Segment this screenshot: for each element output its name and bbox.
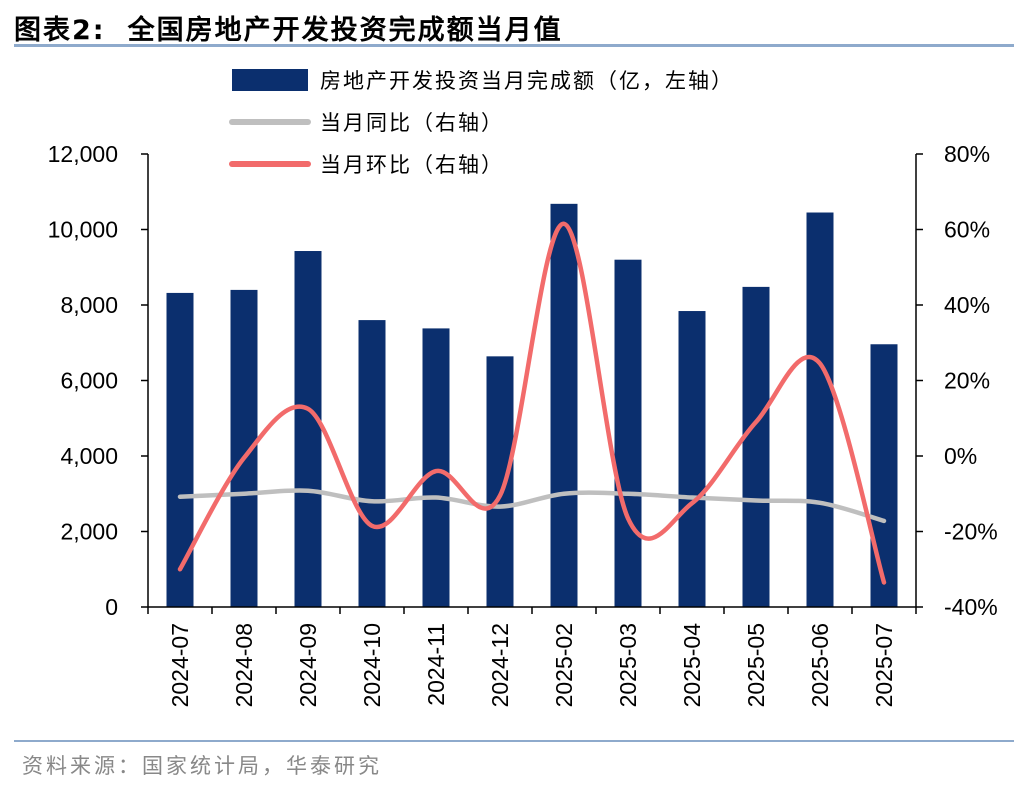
right-tick-label: 40% <box>944 292 990 318</box>
bar-2025-07 <box>870 344 898 607</box>
bar-2024-09 <box>294 251 322 607</box>
bar-2025-02 <box>550 203 578 607</box>
bar-2024-10 <box>358 320 386 607</box>
figure-title: 图表2: 全国房地产开发投资完成额当月值 <box>14 8 563 47</box>
x-tick-label: 2024-08 <box>231 623 257 707</box>
left-tick-label: 12,000 <box>48 141 118 167</box>
x-tick-label: 2024-07 <box>167 623 193 707</box>
right-tick-label: 0% <box>944 443 977 469</box>
legend-label: 当月同比（右轴） <box>320 111 504 135</box>
legend-swatch-bar <box>232 69 308 91</box>
right-tick-label: 60% <box>944 217 990 243</box>
x-tick-label: 2024-12 <box>487 623 513 707</box>
bar-2025-03 <box>614 259 642 607</box>
left-tick-label: 6,000 <box>60 368 118 394</box>
bar-2025-05 <box>742 286 770 607</box>
right-tick-label: 80% <box>944 141 990 167</box>
left-tick-label: 8,000 <box>60 292 118 318</box>
legend-label: 房地产开发投资当月完成额（亿，左轴） <box>320 69 734 93</box>
combo-chart: 0 2,000 4,000 6,000 8,000 10,000 12,000 -40% -20… <box>48 69 998 707</box>
bar-2024-12 <box>486 356 514 607</box>
left-tick-label: 4,000 <box>60 443 118 469</box>
x-tick-label: 2024-11 <box>423 623 449 706</box>
x-tick-label: 2025-06 <box>807 623 833 707</box>
source-rule <box>14 740 1014 742</box>
x-tick-label: 2024-10 <box>359 623 385 707</box>
x-tick-label: 2025-05 <box>743 623 769 707</box>
line-series <box>177 221 887 585</box>
x-tick-label: 2025-02 <box>551 623 577 707</box>
bar-2024-11 <box>422 328 450 607</box>
bar-2025-06 <box>806 212 834 607</box>
bar-2025-04 <box>678 311 706 607</box>
bar-series <box>166 203 898 607</box>
left-tick-label: 2,000 <box>60 519 118 545</box>
bar-2024-07 <box>166 292 194 607</box>
figure-title-text: 全国房地产开发投资完成额当月值 <box>127 15 563 46</box>
right-tick-label: 20% <box>944 368 990 394</box>
legend-label: 当月环比（右轴） <box>320 153 504 177</box>
left-tick-label: 0 <box>105 594 118 620</box>
figure-label: 图表2: <box>14 15 106 46</box>
x-tick-label: 2025-03 <box>615 623 641 707</box>
axes: 0 2,000 4,000 6,000 8,000 10,000 12,000 -40% -20… <box>48 141 998 707</box>
left-tick-label: 10,000 <box>48 217 118 243</box>
legend: 房地产开发投资当月完成额（亿，左轴） 当月同比（右轴） 当月环比（右轴） <box>229 69 734 177</box>
source-note: 资料来源：国家统计局，华泰研究 <box>22 754 382 778</box>
yoy-line <box>177 488 887 524</box>
x-tick-label: 2025-04 <box>679 623 705 708</box>
right-tick-label: -20% <box>944 519 998 545</box>
x-tick-label: 2024-09 <box>295 623 321 707</box>
x-tick-label: 2025-07 <box>871 623 897 707</box>
right-tick-label: -40% <box>944 594 998 620</box>
title-rule <box>14 44 1014 47</box>
mom-line <box>177 221 887 585</box>
